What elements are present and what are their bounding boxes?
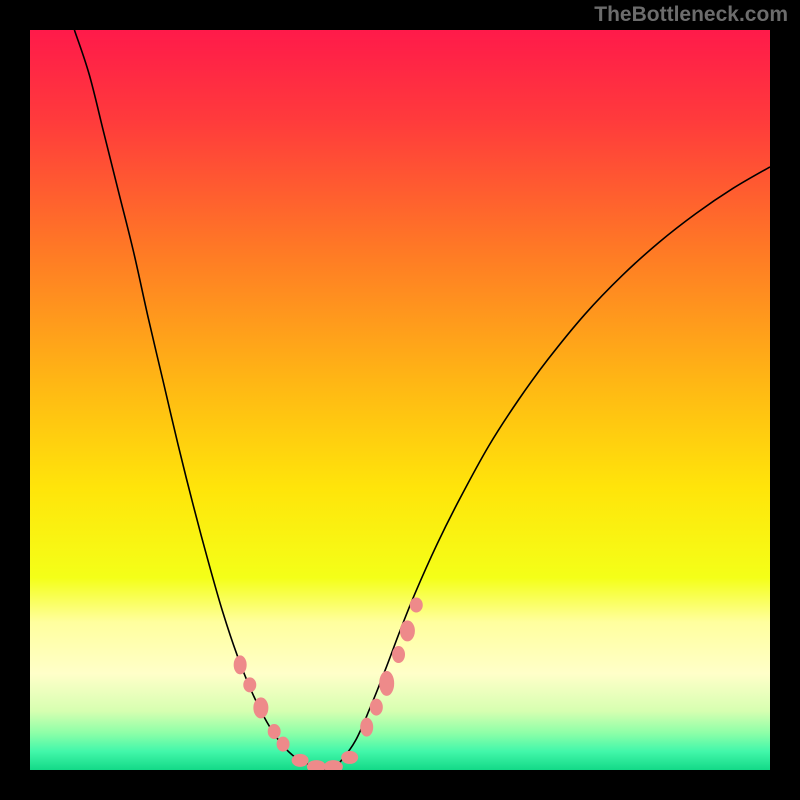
data-marker [254,698,268,718]
curve-layer [30,30,770,770]
data-marker [410,598,422,612]
data-marker [342,751,358,763]
data-marker [393,647,405,663]
data-marker [324,761,342,770]
data-marker [292,754,308,766]
data-marker [380,671,394,695]
data-marker [361,718,373,736]
data-marker [307,761,325,770]
data-marker [277,737,289,751]
marker-group [234,598,422,770]
data-marker [370,699,382,715]
chart-frame: TheBottleneck.com [0,0,800,800]
data-marker [400,621,414,641]
data-marker [268,725,280,739]
plot-area [30,30,770,770]
left-curve [74,30,326,769]
data-marker [244,678,256,692]
data-marker [234,656,246,674]
watermark-text: TheBottleneck.com [594,3,788,27]
